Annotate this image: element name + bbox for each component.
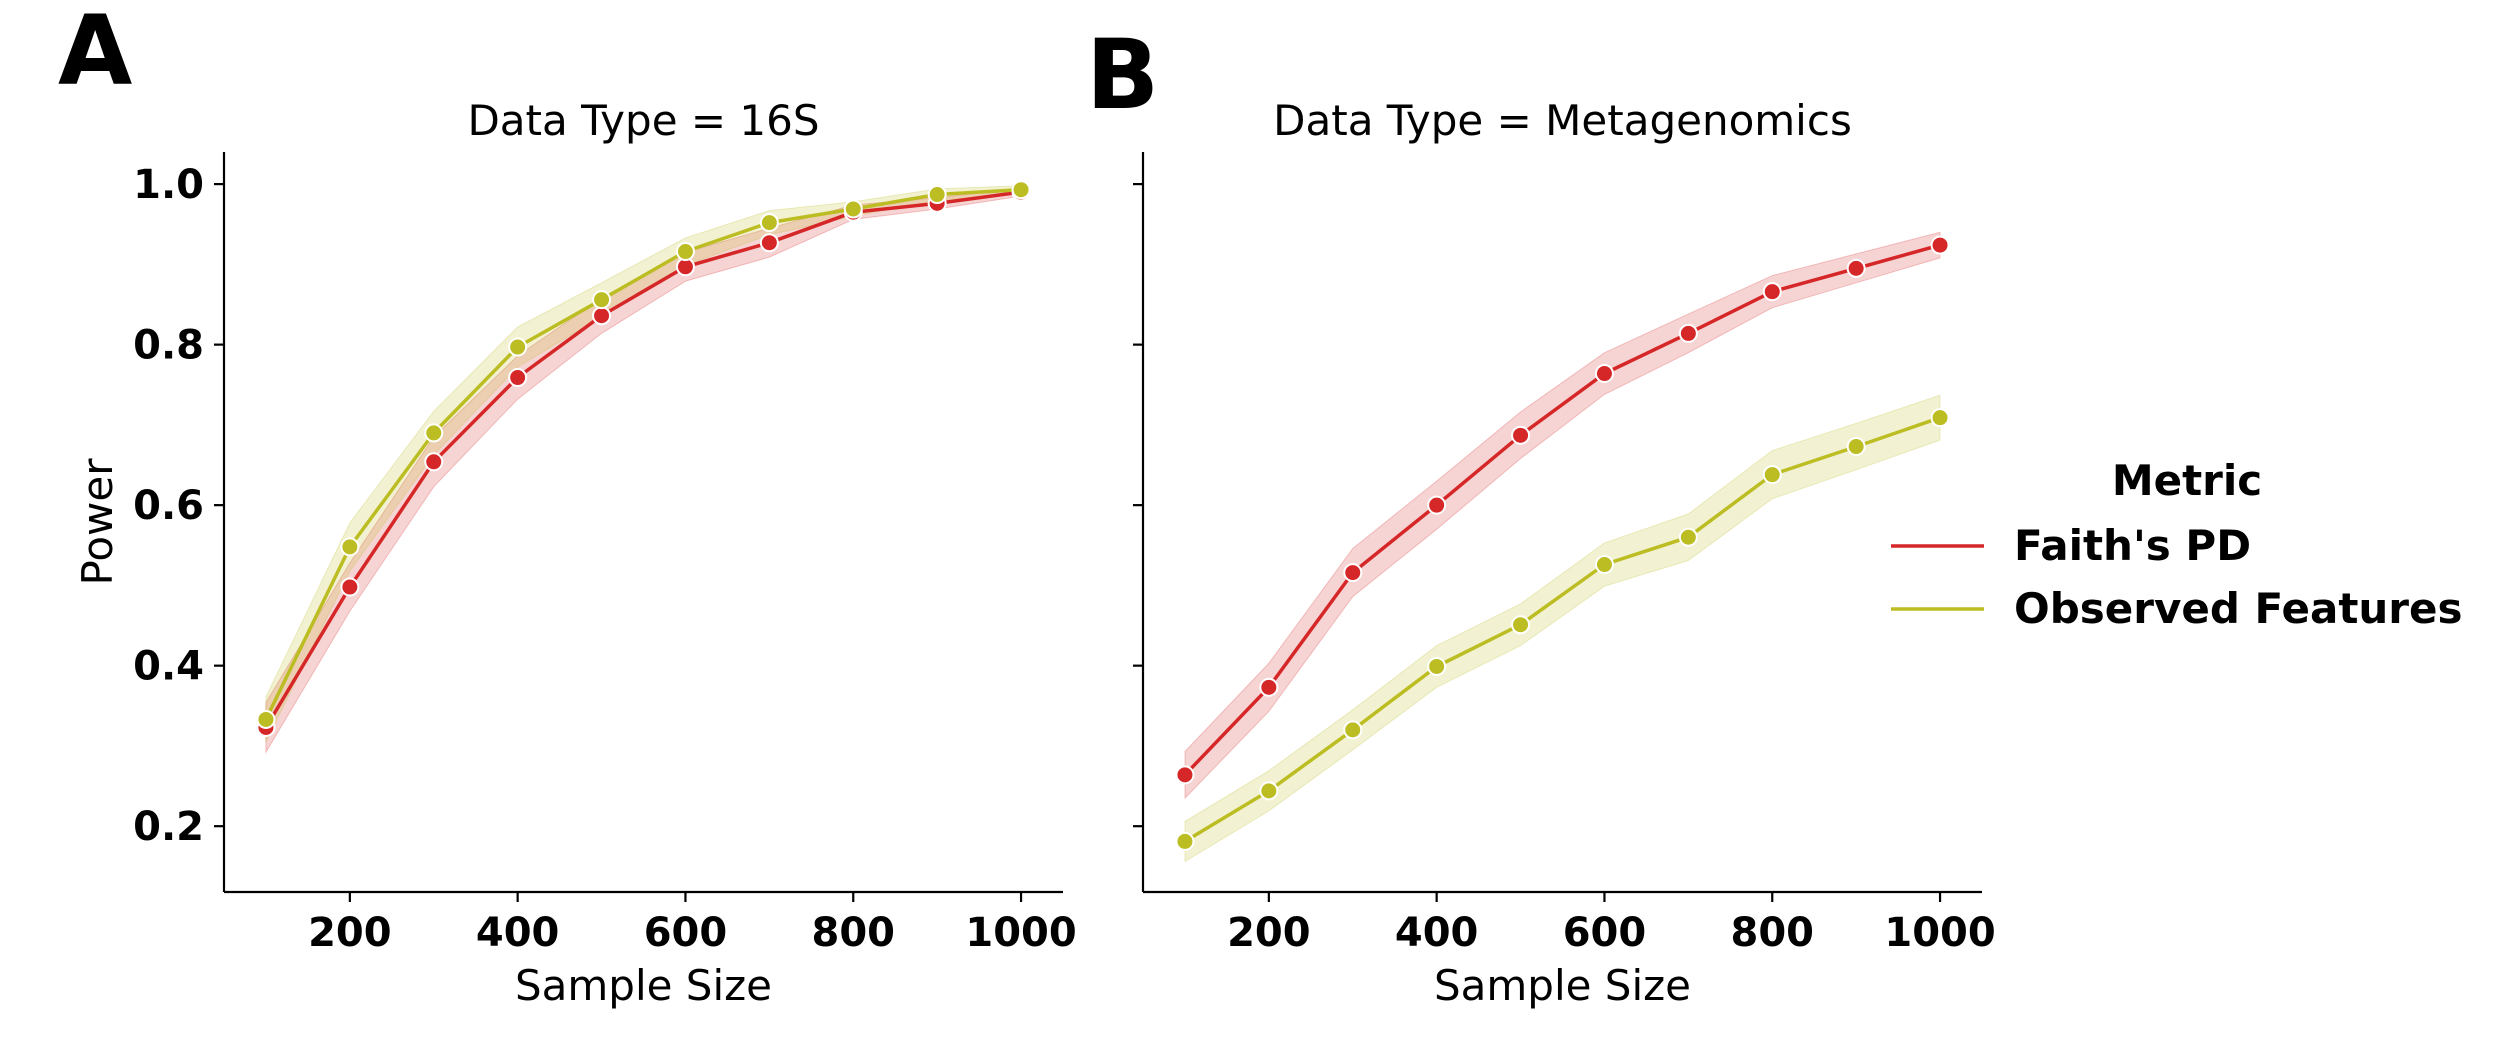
x-tick-label: 800 bbox=[1731, 910, 1815, 956]
series-line-faith-s-pd bbox=[264, 190, 1022, 729]
data-point-faith-s-pd bbox=[1511, 425, 1531, 445]
data-point-faith-s-pd bbox=[424, 452, 444, 472]
panel-b: B Data Type = Metagenomics 200 400 600 800 100… bbox=[1086, 19, 1996, 1010]
series-line-faith-s-pd bbox=[1183, 243, 1941, 777]
data-point-faith-s-pd bbox=[1846, 258, 1866, 278]
x-tick-label: 1000 bbox=[1884, 910, 1995, 956]
panel-title: Data Type = 16S bbox=[467, 96, 819, 145]
panel-title: Data Type = Metagenomics bbox=[1273, 96, 1852, 145]
x-tick-label: 600 bbox=[644, 910, 728, 956]
panel-a: A Data Type = 16S 200 400 600 800 1000 0.2 0.4 0.… bbox=[58, 0, 1077, 1010]
x-tick-label: 400 bbox=[476, 910, 560, 956]
x-axis-label: Sample Size bbox=[515, 961, 772, 1010]
data-point-observed-features bbox=[1762, 465, 1782, 485]
x-tick-label: 1000 bbox=[965, 910, 1076, 956]
y-tick-label: 1.0 bbox=[133, 162, 204, 208]
x-tick-label: 800 bbox=[812, 910, 896, 956]
y-tick-label: 0.4 bbox=[133, 644, 204, 690]
data-point-faith-s-pd bbox=[759, 233, 779, 253]
legend: Metric Faith's PD Observed Features bbox=[1891, 456, 2463, 633]
x-tick-label: 200 bbox=[1227, 910, 1311, 956]
data-point-observed-features bbox=[256, 709, 276, 729]
data-point-faith-s-pd bbox=[1427, 495, 1447, 515]
data-point-faith-s-pd bbox=[592, 306, 612, 326]
y-tick-label: 0.2 bbox=[133, 804, 204, 850]
panel-letter: A bbox=[58, 0, 132, 107]
legend-label-observed-features: Observed Features bbox=[2014, 584, 2463, 633]
ci-band-observed-features bbox=[1184, 394, 1941, 863]
data-point-faith-s-pd bbox=[1762, 282, 1782, 302]
series-line-observed-features bbox=[1184, 416, 1941, 843]
data-point-observed-features bbox=[927, 185, 947, 205]
data-point-observed-features bbox=[1175, 831, 1195, 851]
data-point-faith-s-pd bbox=[1678, 323, 1698, 343]
data-point-observed-features bbox=[1343, 720, 1363, 740]
data-point-observed-features bbox=[1011, 180, 1031, 200]
panel-letter: B bbox=[1086, 19, 1159, 131]
data-point-faith-s-pd bbox=[340, 577, 360, 597]
data-point-observed-features bbox=[1427, 656, 1447, 676]
ci-band-faith-s-pd bbox=[1184, 231, 1941, 800]
data-point-faith-s-pd bbox=[1930, 235, 1950, 255]
y-axis-label: Power bbox=[73, 458, 122, 586]
x-axis-label: Sample Size bbox=[1434, 961, 1691, 1010]
x-tick-label: 400 bbox=[1395, 910, 1479, 956]
data-point-faith-s-pd bbox=[1175, 765, 1195, 785]
x-tick-label: 200 bbox=[308, 910, 392, 956]
legend-title: Metric bbox=[2112, 456, 2262, 505]
data-point-faith-s-pd bbox=[508, 368, 528, 388]
legend-label-faiths-pd: Faith's PD bbox=[2014, 521, 2251, 570]
data-point-observed-features bbox=[592, 290, 612, 310]
data-point-observed-features bbox=[1930, 408, 1950, 428]
y-tick-label: 0.8 bbox=[133, 323, 204, 369]
data-point-faith-s-pd bbox=[1259, 677, 1279, 697]
data-point-observed-features bbox=[1594, 555, 1614, 575]
data-point-observed-features bbox=[675, 242, 695, 262]
data-point-observed-features bbox=[1259, 781, 1279, 801]
x-tick-label: 600 bbox=[1563, 910, 1647, 956]
data-point-observed-features bbox=[843, 199, 863, 219]
data-point-observed-features bbox=[1846, 437, 1866, 457]
data-point-observed-features bbox=[1678, 527, 1698, 547]
data-point-observed-features bbox=[759, 213, 779, 233]
panels: A Data Type = 16S 200 400 600 800 1000 0.2 0.4 0.… bbox=[58, 0, 1996, 1010]
ci-band-observed-features bbox=[265, 185, 1022, 743]
data-point-faith-s-pd bbox=[1594, 364, 1614, 384]
data-point-observed-features bbox=[340, 537, 360, 557]
data-point-observed-features bbox=[1511, 615, 1531, 635]
y-tick-label: 0.6 bbox=[133, 483, 204, 529]
data-point-observed-features bbox=[424, 423, 444, 443]
data-point-observed-features bbox=[508, 337, 528, 357]
series-line-observed-features bbox=[264, 187, 1022, 721]
data-point-faith-s-pd bbox=[1343, 563, 1363, 583]
